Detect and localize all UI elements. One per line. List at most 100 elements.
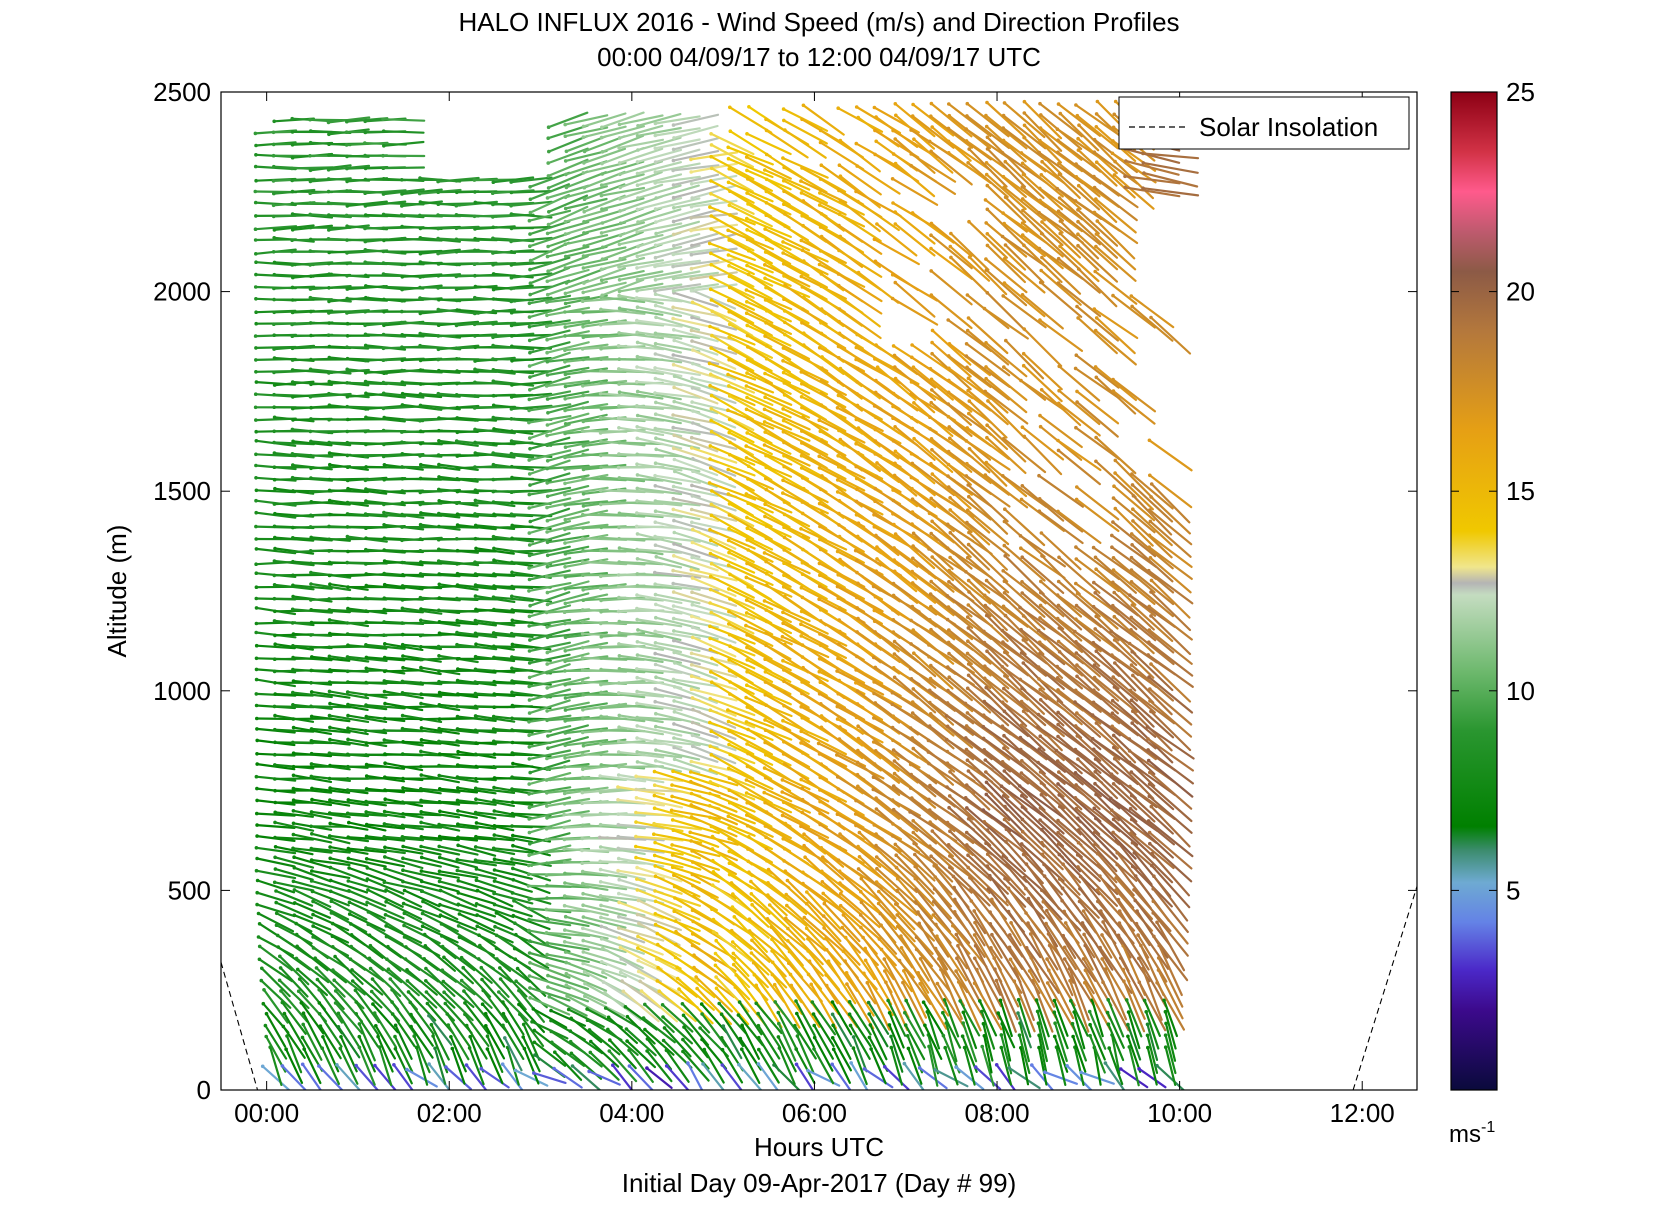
wind-barb-head bbox=[728, 572, 732, 577]
wind-barb bbox=[636, 331, 683, 340]
wind-barb-head bbox=[689, 277, 693, 281]
wind-barb-head bbox=[490, 191, 495, 195]
wind-barb bbox=[808, 960, 839, 1005]
wind-barb bbox=[346, 487, 388, 495]
wind-barb-head bbox=[617, 452, 621, 456]
wind-barb-head bbox=[510, 464, 514, 469]
wind-barb-head bbox=[799, 179, 803, 183]
wind-barb-head bbox=[400, 440, 404, 445]
wind-barb-head bbox=[254, 774, 259, 779]
wind-barb-head bbox=[473, 418, 477, 422]
wind-barb-head bbox=[273, 777, 277, 781]
wind-barb-head bbox=[764, 846, 769, 851]
wind-barb-head bbox=[346, 680, 350, 684]
wind-barb bbox=[625, 1039, 657, 1069]
wind-barb-head bbox=[345, 560, 350, 565]
wind-barb-head bbox=[436, 307, 441, 312]
wind-barb-head bbox=[455, 298, 459, 303]
wind-barb bbox=[691, 457, 737, 477]
wind-barb-head bbox=[308, 429, 313, 434]
wind-barb bbox=[421, 900, 459, 921]
wind-barb-head bbox=[290, 228, 295, 232]
wind-barb-head bbox=[491, 357, 495, 361]
wind-barb bbox=[690, 436, 738, 450]
wind-barb-head bbox=[292, 901, 297, 905]
wind-barb bbox=[474, 547, 515, 555]
wind-barb-head bbox=[527, 805, 532, 810]
wind-barb bbox=[624, 1005, 658, 1031]
wind-barb-head bbox=[801, 103, 806, 108]
wind-barb bbox=[727, 658, 774, 684]
wind-barb-head bbox=[635, 865, 639, 870]
wind-barb-head bbox=[654, 436, 658, 441]
wind-barb bbox=[654, 208, 701, 224]
wind-barb-head bbox=[582, 161, 586, 165]
wind-barb bbox=[818, 692, 866, 721]
wind-barb-head bbox=[674, 929, 678, 934]
wind-barb-head bbox=[782, 726, 787, 731]
wind-barb-head bbox=[636, 969, 641, 974]
wind-barb bbox=[474, 594, 516, 604]
wind-barb-head bbox=[327, 403, 332, 408]
wind-barb bbox=[626, 1015, 656, 1045]
wind-barb-head bbox=[473, 451, 478, 455]
wind-barb bbox=[528, 436, 571, 450]
wind-barb bbox=[654, 270, 701, 281]
wind-barb bbox=[292, 787, 333, 794]
wind-barb bbox=[291, 212, 334, 219]
wind-barb-head bbox=[254, 143, 258, 148]
wind-barb bbox=[768, 903, 806, 941]
wind-barb bbox=[405, 1068, 438, 1088]
wind-barb bbox=[499, 977, 527, 1011]
wind-barb-head bbox=[708, 815, 712, 820]
wind-barb bbox=[654, 304, 701, 319]
wind-barb bbox=[746, 238, 792, 265]
wind-barb bbox=[310, 655, 351, 662]
wind-barb-head bbox=[474, 642, 478, 646]
wind-barb bbox=[582, 267, 627, 285]
wind-barb-head bbox=[400, 752, 405, 756]
wind-barb-head bbox=[635, 640, 640, 644]
wind-barb-head bbox=[400, 465, 404, 469]
wind-barb-head bbox=[476, 957, 481, 961]
wind-barb-head bbox=[527, 553, 532, 558]
wind-barb-head bbox=[544, 610, 549, 615]
wind-barb-head bbox=[744, 598, 749, 602]
wind-barb bbox=[691, 708, 737, 729]
wind-barb bbox=[619, 243, 663, 260]
wind-barb bbox=[545, 749, 591, 760]
wind-barb-head bbox=[689, 228, 693, 233]
wind-barb-head bbox=[457, 912, 462, 916]
wind-barb-head bbox=[419, 764, 423, 769]
wind-barb bbox=[514, 1069, 549, 1087]
wind-barb-head bbox=[782, 440, 786, 445]
wind-barb bbox=[782, 430, 829, 456]
wind-barb-head bbox=[635, 404, 639, 408]
wind-barb-head bbox=[599, 357, 603, 362]
wind-barb-head bbox=[688, 770, 693, 774]
wind-barb bbox=[690, 803, 739, 826]
wind-barb-head bbox=[566, 1007, 571, 1012]
wind-barb bbox=[766, 881, 808, 916]
wind-barb-head bbox=[549, 1008, 553, 1013]
wind-barb-head bbox=[580, 823, 585, 828]
wind-barb-head bbox=[564, 185, 569, 190]
wind-barb-head bbox=[509, 631, 514, 636]
wind-barb-head bbox=[745, 669, 749, 674]
wind-barb bbox=[654, 759, 701, 774]
wind-barb-head bbox=[563, 232, 568, 236]
wind-barb-head bbox=[272, 392, 276, 397]
wind-barb-head bbox=[817, 752, 822, 756]
wind-barb-head bbox=[418, 476, 423, 481]
wind-barb-head bbox=[405, 1067, 409, 1072]
wind-barb bbox=[708, 528, 756, 550]
wind-barb bbox=[383, 867, 424, 882]
wind-barb bbox=[599, 715, 646, 723]
wind-barb-head bbox=[509, 451, 514, 456]
wind-barb-head bbox=[763, 776, 768, 780]
wind-barb-head bbox=[702, 1047, 707, 1052]
wind-barb-head bbox=[274, 911, 279, 916]
wind-barb-head bbox=[546, 186, 551, 190]
wind-barb-head bbox=[598, 774, 602, 778]
wind-barb-head bbox=[563, 348, 567, 353]
